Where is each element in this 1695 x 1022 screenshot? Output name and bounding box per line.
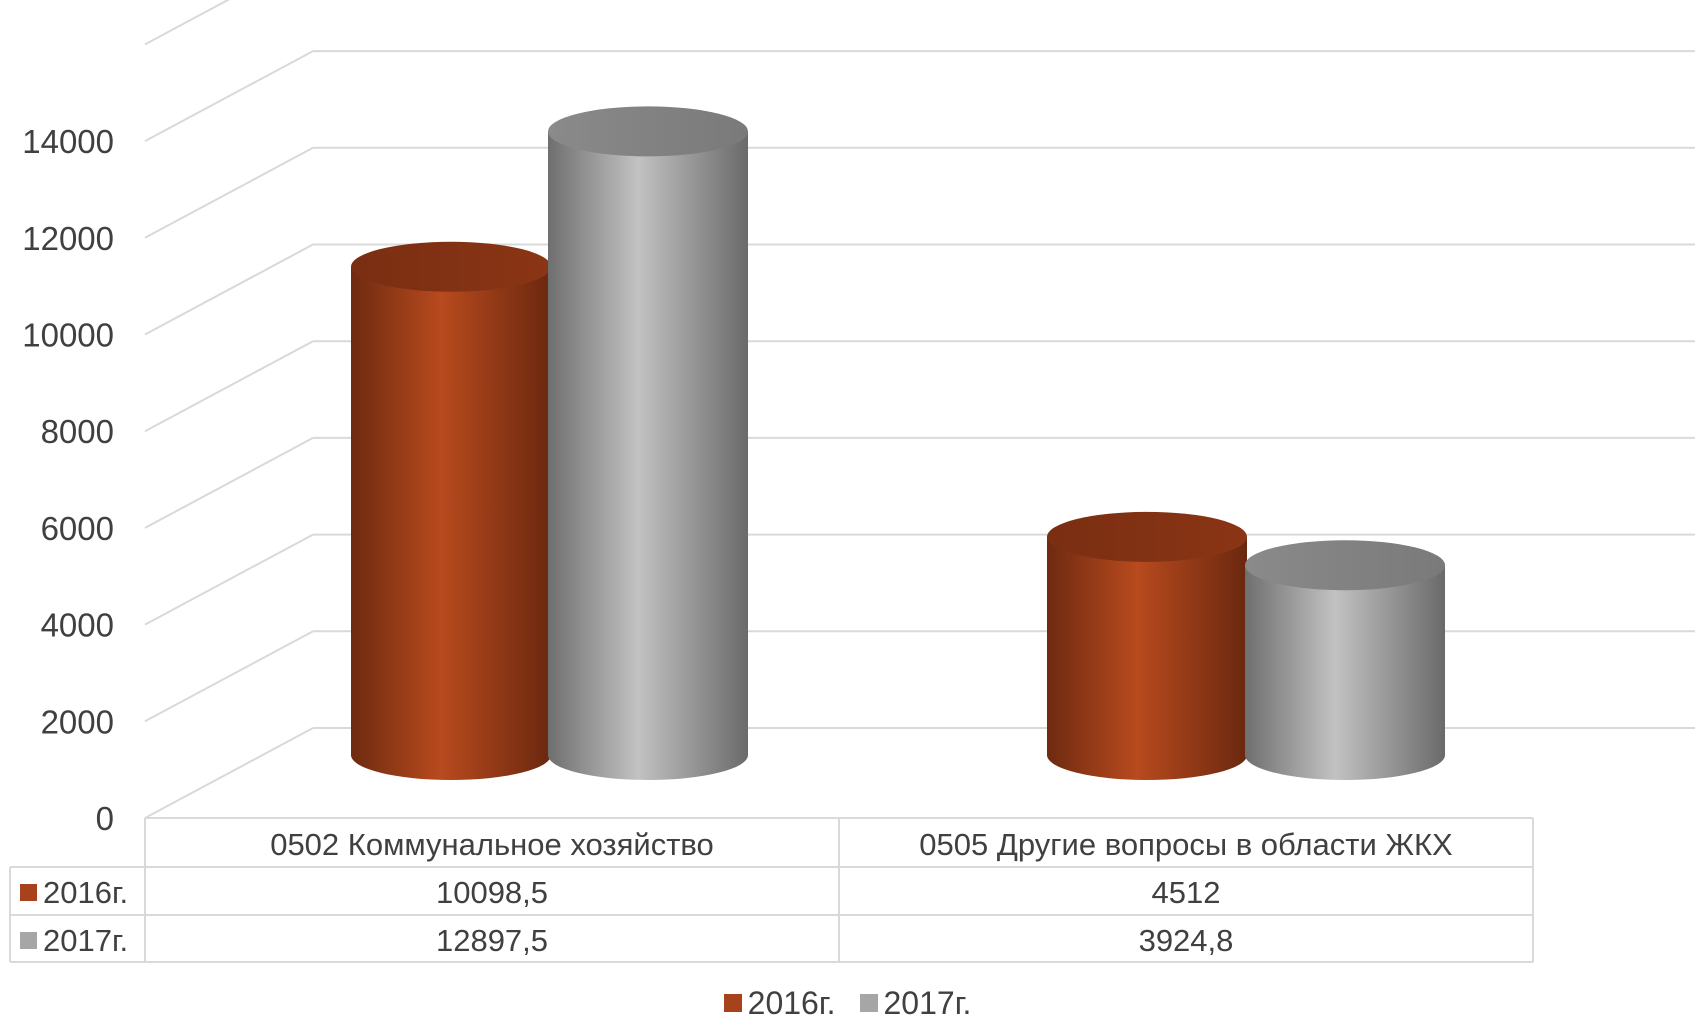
bar-2016-2 <box>1047 511 1247 780</box>
table-legend-swatch <box>20 932 37 949</box>
gridline-side <box>144 630 314 723</box>
cylinder-body <box>1047 536 1247 780</box>
category-label: 0505 Другие вопросы в области ЖКХ <box>919 827 1453 862</box>
gridline-side <box>144 146 314 239</box>
y-tick-label: 4000 <box>41 607 114 644</box>
y-tick-label: 10000 <box>22 317 114 354</box>
cylinder-body <box>548 131 748 780</box>
table-series-label: 2017г. <box>43 923 128 958</box>
legend-item-2016: 2016г. <box>723 984 836 1022</box>
y-tick-label: 6000 <box>41 510 114 547</box>
table-cell-value: 4512 <box>1152 875 1221 910</box>
legend-swatch-2016 <box>723 994 742 1012</box>
cylinder-top <box>1245 540 1445 591</box>
y-tick-label: 14000 <box>22 123 114 160</box>
legend-swatch-2017 <box>859 994 878 1012</box>
bar-2017-2 <box>1245 540 1445 780</box>
gridline-side <box>144 340 314 433</box>
category-label: 0502 Коммунальное хозяйство <box>270 827 714 862</box>
bar-2017-1 <box>548 106 748 780</box>
table-legend-swatch <box>20 884 37 901</box>
table-series-label: 2016г. <box>43 875 128 910</box>
cylinder-top <box>548 106 748 157</box>
y-axis-ticks: 0 2000 4000 6000 8000 10000 12000 14000 <box>22 123 114 837</box>
gridline-side <box>144 50 314 142</box>
cylinder-body <box>351 266 551 780</box>
legend-label-2016: 2016г. <box>747 984 836 1021</box>
bars <box>351 106 1445 780</box>
gridline-side <box>144 437 314 529</box>
cylinder-top <box>351 241 551 292</box>
legend-label-2017: 2017г. <box>883 984 972 1021</box>
gridline-side <box>144 243 314 336</box>
gridline-side <box>144 533 314 626</box>
y-tick-label: 0 <box>96 800 114 837</box>
legend: 2016г. 2017г. <box>0 985 1695 1021</box>
legend-item-2017: 2017г. <box>859 984 972 1022</box>
y-tick-label: 12000 <box>22 220 114 257</box>
table-cell-value: 10098,5 <box>436 875 548 910</box>
data-table: 0502 Коммунальное хозяйство 0505 Другие в… <box>9 818 1534 963</box>
gridline-side <box>144 727 314 819</box>
gridline-side <box>144 0 230 46</box>
y-tick-label: 2000 <box>41 703 114 740</box>
table-cell-value: 12897,5 <box>436 923 548 958</box>
chart: 0 2000 4000 6000 8000 10000 12000 14000 0502 Ко… <box>9 0 1695 963</box>
cylinder-top <box>1047 511 1247 562</box>
y-tick-label: 8000 <box>41 413 114 450</box>
bar-2016-1 <box>351 241 551 780</box>
cylinder-body <box>1245 565 1445 780</box>
table-cell-value: 3924,8 <box>1139 923 1234 958</box>
